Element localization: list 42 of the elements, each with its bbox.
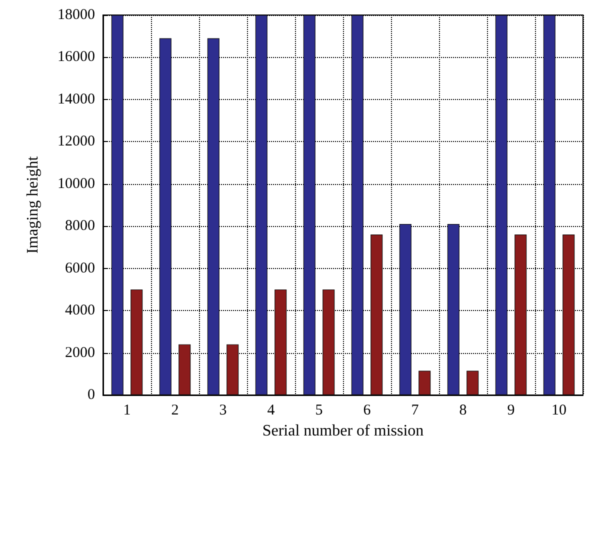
bar — [207, 38, 220, 395]
bar — [495, 15, 508, 395]
y-tick-label: 2000 — [65, 344, 95, 361]
bar — [255, 15, 268, 395]
y-tick-label: 16000 — [58, 49, 95, 66]
bar — [466, 370, 479, 395]
bar — [130, 289, 143, 395]
bar — [303, 15, 316, 395]
y-tick-label: 6000 — [65, 260, 95, 276]
bar — [399, 224, 412, 395]
y-tick-label: 8000 — [65, 218, 95, 234]
y-tick-label: 12000 — [58, 134, 95, 150]
y-tick-label: 0 — [88, 387, 95, 403]
bar — [418, 370, 431, 395]
y-tick-label: 10000 — [58, 176, 95, 192]
bar — [562, 234, 575, 395]
x-tick-label: 6 — [363, 402, 372, 418]
x-axis-title: Serial number of mission — [262, 422, 424, 440]
x-tick-label: 1 — [123, 402, 131, 418]
x-tick-label: 10 — [552, 402, 566, 418]
bar — [543, 15, 556, 395]
y-tick-label: 14000 — [58, 91, 95, 108]
y-tick-label: 4000 — [65, 302, 95, 319]
x-tick-label: 2 — [171, 402, 179, 418]
bar — [447, 224, 460, 395]
bar — [111, 15, 124, 395]
bar — [274, 289, 287, 395]
bar — [514, 234, 527, 395]
bar — [178, 344, 191, 395]
y-axis-title: Imaging height — [24, 156, 42, 254]
bar — [351, 15, 364, 395]
bar — [159, 38, 172, 395]
x-tick-label: 4 — [267, 402, 276, 418]
bar — [226, 344, 239, 395]
x-tick-label: 7 — [411, 402, 420, 418]
x-tick-label: 5 — [315, 402, 323, 418]
y-tick-label: 18000 — [58, 7, 95, 23]
x-tick-label: 3 — [219, 402, 227, 418]
x-tick-label: 9 — [507, 402, 515, 418]
bar — [370, 234, 383, 395]
bar — [322, 289, 335, 395]
x-tick-label: 8 — [459, 402, 467, 418]
